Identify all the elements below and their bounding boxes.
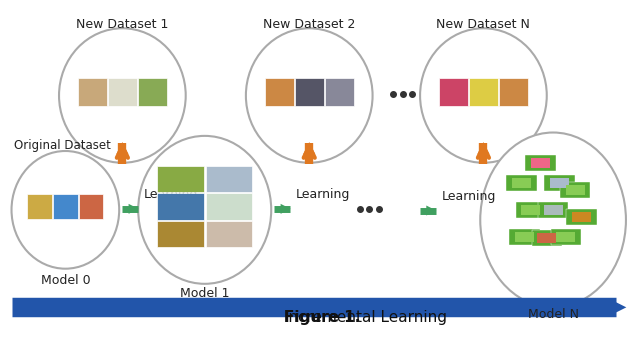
Text: Learning: Learning (442, 190, 497, 203)
FancyBboxPatch shape (205, 221, 252, 247)
Text: Incremental Learning: Incremental Learning (279, 310, 447, 325)
FancyBboxPatch shape (522, 205, 540, 215)
FancyBboxPatch shape (572, 212, 591, 222)
Ellipse shape (420, 28, 547, 163)
FancyBboxPatch shape (525, 155, 556, 171)
FancyBboxPatch shape (550, 229, 581, 245)
Ellipse shape (246, 28, 372, 163)
Text: Model 0: Model 0 (40, 274, 90, 287)
Ellipse shape (480, 133, 626, 307)
FancyBboxPatch shape (506, 175, 536, 191)
FancyBboxPatch shape (509, 229, 540, 245)
Text: Model N: Model N (527, 307, 579, 321)
Text: Learning: Learning (143, 188, 198, 201)
Text: New Dataset 1: New Dataset 1 (76, 18, 168, 32)
FancyBboxPatch shape (157, 166, 204, 192)
FancyBboxPatch shape (532, 231, 562, 246)
FancyBboxPatch shape (537, 233, 556, 243)
FancyBboxPatch shape (566, 185, 585, 195)
FancyBboxPatch shape (205, 193, 252, 220)
FancyBboxPatch shape (543, 205, 563, 215)
FancyBboxPatch shape (28, 194, 52, 219)
FancyBboxPatch shape (556, 232, 575, 242)
FancyBboxPatch shape (295, 78, 324, 106)
FancyBboxPatch shape (157, 221, 204, 247)
FancyBboxPatch shape (138, 78, 166, 106)
FancyBboxPatch shape (439, 78, 468, 106)
FancyBboxPatch shape (550, 178, 569, 188)
FancyBboxPatch shape (566, 208, 597, 225)
FancyBboxPatch shape (78, 78, 107, 106)
FancyBboxPatch shape (531, 158, 550, 168)
FancyBboxPatch shape (79, 194, 104, 219)
FancyBboxPatch shape (538, 202, 568, 218)
Text: New Dataset N: New Dataset N (436, 18, 531, 32)
FancyBboxPatch shape (544, 175, 575, 191)
FancyBboxPatch shape (157, 193, 204, 220)
Text: Original Dataset: Original Dataset (13, 139, 111, 153)
Ellipse shape (138, 136, 271, 284)
Text: Figure 1.: Figure 1. (284, 310, 360, 325)
Ellipse shape (59, 28, 186, 163)
FancyBboxPatch shape (499, 78, 528, 106)
FancyBboxPatch shape (53, 194, 77, 219)
FancyBboxPatch shape (469, 78, 498, 106)
FancyBboxPatch shape (325, 78, 353, 106)
FancyBboxPatch shape (560, 182, 591, 198)
FancyBboxPatch shape (205, 166, 252, 192)
FancyBboxPatch shape (515, 232, 534, 242)
FancyBboxPatch shape (512, 178, 531, 188)
FancyBboxPatch shape (516, 202, 546, 218)
Text: New Dataset 2: New Dataset 2 (263, 18, 355, 32)
FancyBboxPatch shape (108, 78, 137, 106)
Text: Learning: Learning (295, 188, 349, 201)
Text: Model 1: Model 1 (180, 287, 230, 300)
Ellipse shape (12, 151, 119, 269)
FancyBboxPatch shape (265, 78, 294, 106)
